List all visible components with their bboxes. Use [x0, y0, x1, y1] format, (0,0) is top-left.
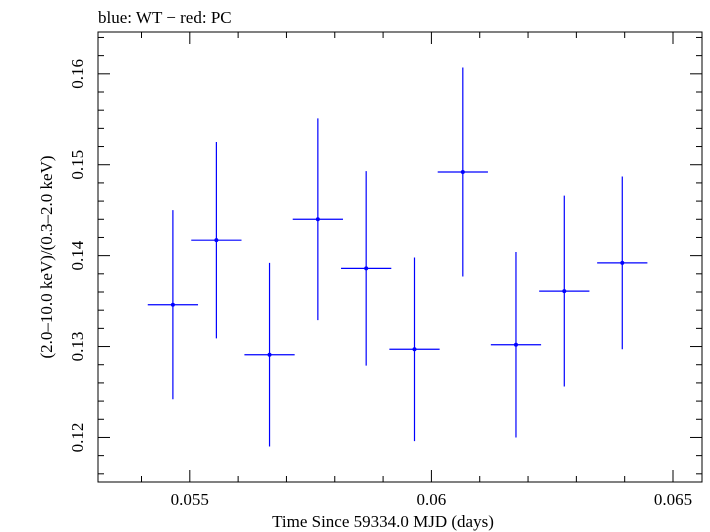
x-tick-label: 0.065: [654, 490, 692, 509]
point-marker: [315, 217, 320, 222]
point-marker: [170, 302, 175, 307]
plot-frame: [97, 31, 703, 483]
point-marker: [513, 342, 518, 347]
y-tick-label: 0.16: [68, 59, 87, 89]
x-tick-label: 0.055: [171, 490, 209, 509]
y-tick-label: 0.15: [68, 150, 87, 180]
point-marker: [364, 266, 369, 271]
x-axis-label: Time Since 59334.0 MJD (days): [272, 512, 494, 531]
point-marker: [460, 170, 465, 174]
data-point: [191, 142, 242, 339]
point-marker: [214, 238, 219, 243]
data-series: [147, 67, 648, 447]
point-marker: [412, 347, 417, 352]
chart-title: blue: WT − red: PC: [98, 8, 232, 27]
data-point: [292, 118, 343, 321]
point-marker: [562, 289, 567, 294]
data-point: [147, 210, 199, 400]
data-point: [490, 252, 542, 438]
x-axis: 0.055 0.06 0.065: [140, 32, 692, 509]
data-point: [539, 195, 590, 387]
point-marker: [620, 260, 625, 265]
data-point: [437, 67, 488, 277]
data-point: [341, 171, 392, 366]
y-tick-label: 0.13: [68, 332, 87, 362]
point-marker: [267, 352, 272, 357]
y-tick-label: 0.14: [68, 240, 87, 270]
data-point: [597, 176, 648, 350]
y-tick-label: 0.12: [68, 423, 87, 453]
y-axis-label: (2.0–10.0 keV)/(0.3–2.0 keV): [37, 155, 56, 358]
x-tick-label: 0.06: [417, 490, 447, 509]
data-point: [389, 257, 440, 442]
data-point: [244, 262, 295, 447]
y-axis: 0.12 0.13 0.14 0.15 0.16: [68, 36, 702, 475]
